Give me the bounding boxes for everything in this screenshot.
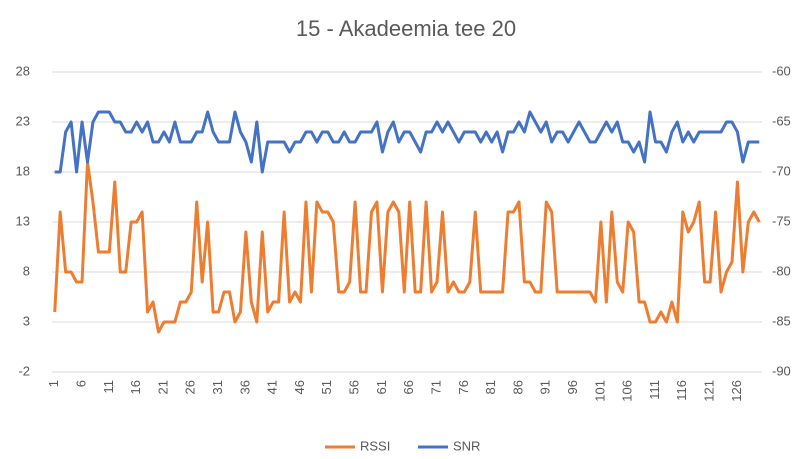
x-tick-label: 51 <box>319 380 334 394</box>
chart-title: 15 - Akadeemia tee 20 <box>296 16 516 41</box>
y-tick-label: 13 <box>16 213 30 228</box>
x-tick-label: 116 <box>674 380 689 401</box>
x-tick-label: 106 <box>620 380 635 402</box>
y2-tick-label: -75 <box>772 213 791 228</box>
x-tick-label: 46 <box>292 380 307 394</box>
legend-label: RSSI <box>360 438 390 453</box>
x-tick-label: 86 <box>510 380 525 394</box>
y2-tick-label: -60 <box>772 63 791 78</box>
x-tick-label: 96 <box>565 380 580 394</box>
y-tick-label: 18 <box>16 163 30 178</box>
x-tick-label: 16 <box>128 380 143 394</box>
legend-label: SNR <box>453 438 480 453</box>
x-tick-label: 101 <box>592 380 607 402</box>
y-tick-label: 28 <box>16 63 30 78</box>
x-tick-label: 61 <box>374 380 389 394</box>
x-tick-label: 31 <box>210 380 225 394</box>
x-tick-label: 81 <box>483 380 498 394</box>
y2-tick-label: -90 <box>772 363 791 378</box>
x-tick-label: 126 <box>729 380 744 402</box>
y2-tick-label: -65 <box>772 113 791 128</box>
x-tick-label: 71 <box>428 380 443 394</box>
x-tick-label: 111 <box>647 380 662 400</box>
x-tick-label: 76 <box>456 380 471 394</box>
x-tick-label: 56 <box>347 380 362 394</box>
x-tick-label: 21 <box>155 380 170 394</box>
y2-tick-label: -80 <box>772 263 791 278</box>
x-tick-label: 66 <box>401 380 416 394</box>
y-tick-label: 3 <box>23 313 30 328</box>
x-tick-label: 36 <box>237 380 252 394</box>
y-tick-label: -2 <box>18 363 30 378</box>
y2-tick-label: -70 <box>772 163 791 178</box>
line-series <box>53 160 761 334</box>
y-tick-label: 23 <box>16 113 30 128</box>
y-tick-label: 8 <box>23 263 30 278</box>
x-tick-label: 121 <box>702 380 717 402</box>
x-tick-label: 91 <box>538 380 553 394</box>
x-tick-label: 1 <box>46 380 61 387</box>
x-tick-label: 41 <box>265 380 280 394</box>
x-tick-label: 6 <box>73 380 88 387</box>
x-tick-label: 11 <box>101 380 116 394</box>
y2-tick-label: -85 <box>772 313 791 328</box>
x-tick-label: 26 <box>183 380 198 394</box>
line-series <box>54 110 760 174</box>
